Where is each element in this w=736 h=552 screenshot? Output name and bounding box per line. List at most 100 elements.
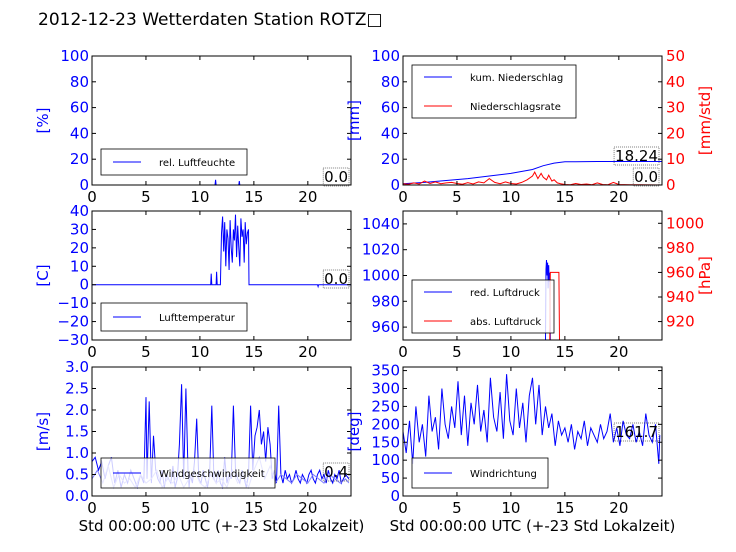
- y-tick-label: 60: [381, 99, 400, 117]
- value-label-box: [613, 146, 660, 166]
- series-line-wind_dir-0: [403, 374, 661, 464]
- panel-pressure: 0 5 10 15 20 960 980 1000 1020 1040 920 940 960 980 10…: [362, 210, 714, 361]
- y2-tick-label: 960: [666, 263, 695, 281]
- x-tick-label: 0: [398, 499, 408, 517]
- y2-tick-label: 40: [666, 73, 685, 91]
- y-tick-label: −10: [57, 294, 89, 312]
- y2-tick-label: 30: [666, 99, 685, 117]
- x-tick-label: 10: [190, 499, 209, 517]
- y-tick-label: 100: [60, 47, 89, 65]
- x-tick-label: 5: [452, 343, 462, 361]
- x-tick-label: 15: [555, 188, 574, 206]
- y-tick-label: 0: [390, 487, 400, 505]
- panel-wind_speed: 0 5 10 15 20 0.0 0.5 1.0 1.5 2.0 2.5 3.0 [m/s] Std 00…: [34, 358, 364, 535]
- y-tick-label: 350: [371, 362, 400, 380]
- plot-frame-temperature: [91, 210, 352, 341]
- value-label-box: [632, 167, 660, 187]
- legend-entry: Niederschlagsrate: [470, 102, 561, 113]
- y-tick-label: 2.0: [65, 401, 89, 419]
- x-tick-label: 15: [555, 343, 574, 361]
- y-tick-label: 980: [371, 292, 400, 310]
- y-tick-label: 3.0: [65, 358, 89, 376]
- x-tick-label: 15: [244, 343, 263, 361]
- y-tick-label: 1000: [362, 267, 400, 285]
- x-tick-label: 20: [298, 343, 317, 361]
- legend-box-pressure: [411, 279, 555, 334]
- y-tick-label: 250: [371, 397, 400, 415]
- y2-tick-label: 920: [666, 313, 695, 331]
- y-axis-label: [mm]: [345, 100, 363, 141]
- y-tick-label: 60: [70, 99, 89, 117]
- y-tick-label: 40: [70, 202, 89, 220]
- x-tick-label: 5: [141, 343, 151, 361]
- y2-axis-label: [hPa]: [696, 256, 714, 295]
- y2-tick-label: 10: [666, 150, 685, 168]
- y-axis-label: [C]: [34, 264, 52, 286]
- x-tick-label: 20: [609, 499, 628, 517]
- x-tick-label: 10: [190, 188, 209, 206]
- current-value-label: 0.0: [324, 270, 348, 288]
- y-tick-label: 20: [381, 150, 400, 168]
- x-tick-label: 15: [555, 499, 574, 517]
- value-label-box: [322, 462, 350, 482]
- y-tick-label: 1040: [362, 215, 400, 233]
- legend-box-wind_speed: [100, 457, 276, 489]
- value-label-box: [322, 269, 350, 289]
- series-line-humidity-0: [92, 179, 351, 185]
- x-tick-label: 15: [244, 188, 263, 206]
- x-tick-label: 0: [398, 343, 408, 361]
- x-tick-label: 5: [452, 499, 462, 517]
- y2-axis-label: [mm/std]: [696, 86, 714, 155]
- y-tick-label: 10: [70, 257, 89, 275]
- x-tick-label: 10: [190, 343, 209, 361]
- legend-entry: kum. Niederschlag: [470, 73, 563, 84]
- y-axis-label: [deg]: [345, 412, 363, 452]
- panel-humidity: 0 5 10 15 20 0 20 40 60 80 100 [%] rel. Luftfeuchte 0…: [34, 47, 352, 206]
- y-tick-label: 100: [371, 451, 400, 469]
- x-tick-label: 5: [141, 188, 151, 206]
- x-tick-label: 20: [609, 188, 628, 206]
- y-tick-label: 300: [371, 380, 400, 398]
- y-tick-label: 0: [390, 176, 400, 194]
- x-tick-label: 20: [298, 499, 317, 517]
- x-tick-label: 0: [87, 499, 97, 517]
- panel-temperature: 0 5 10 15 20−30−20−10010203040[C]Lufttempera…: [34, 202, 352, 361]
- y-tick-label: 0.0: [65, 487, 89, 505]
- y-tick-label: 1020: [362, 241, 400, 259]
- y-tick-label: −20: [57, 313, 89, 331]
- current-value-label: 18.24: [615, 147, 658, 165]
- y-tick-label: 200: [371, 415, 400, 433]
- panel-precip: 0 5 10 15 20 0 20 40 60 80 100 0 10 20 30 40 50 [mm] [mm/s…: [345, 47, 714, 206]
- legend-entry: red. Luftdruck: [470, 288, 540, 299]
- legend-box-precip: [411, 64, 577, 119]
- plot-frame-humidity: [91, 55, 352, 186]
- y-tick-label: 0: [79, 276, 89, 294]
- plot-frame-wind_dir: [402, 366, 663, 497]
- x-tick-label: 20: [298, 188, 317, 206]
- legend-entry: rel. Luftfeuchte: [159, 158, 235, 169]
- value-label-box: [322, 167, 350, 187]
- y-tick-label: 20: [70, 150, 89, 168]
- current-value-label: 0.4: [324, 463, 348, 481]
- x-tick-label: 0: [87, 188, 97, 206]
- series-line-precip-0: [403, 161, 662, 185]
- x-tick-label: 10: [501, 343, 520, 361]
- legend-entry: Windrichtung: [470, 469, 537, 480]
- y-tick-label: 40: [381, 124, 400, 142]
- y-tick-label: 1.0: [65, 444, 89, 462]
- y-tick-label: 0: [79, 176, 89, 194]
- x-tick-label: 5: [141, 499, 151, 517]
- value-label-box: [613, 422, 660, 442]
- x-tick-label: 0: [87, 343, 97, 361]
- y2-tick-label: 0: [666, 176, 676, 194]
- y-tick-label: 0.5: [65, 466, 89, 484]
- y2-tick-label: 940: [666, 288, 695, 306]
- y-tick-label: −30: [57, 331, 89, 349]
- x-tick-label: 5: [452, 188, 462, 206]
- y-tick-label: 50: [381, 469, 400, 487]
- page-title: 2012-12-23 Wetterdaten Station ROTZ□: [38, 10, 383, 30]
- y-tick-label: 40: [70, 124, 89, 142]
- y-tick-label: 30: [70, 220, 89, 238]
